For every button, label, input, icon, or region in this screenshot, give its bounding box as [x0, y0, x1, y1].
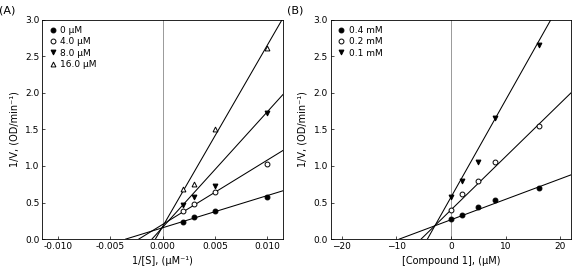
Text: (B): (B): [287, 5, 304, 15]
X-axis label: 1/[S], (μM⁻¹): 1/[S], (μM⁻¹): [132, 256, 193, 267]
Text: (A): (A): [0, 5, 15, 15]
Legend: 0 μM, 4.0 μM, 8.0 μM, 16.0 μM: 0 μM, 4.0 μM, 8.0 μM, 16.0 μM: [47, 24, 99, 71]
Y-axis label: 1/V, (OD/min⁻¹): 1/V, (OD/min⁻¹): [9, 91, 20, 167]
Y-axis label: 1/V, (OD/min⁻¹): 1/V, (OD/min⁻¹): [298, 91, 308, 167]
X-axis label: [Compound 1], (μM): [Compound 1], (μM): [402, 256, 500, 267]
Legend: 0.4 mM, 0.2 mM, 0.1 mM: 0.4 mM, 0.2 mM, 0.1 mM: [335, 24, 384, 59]
